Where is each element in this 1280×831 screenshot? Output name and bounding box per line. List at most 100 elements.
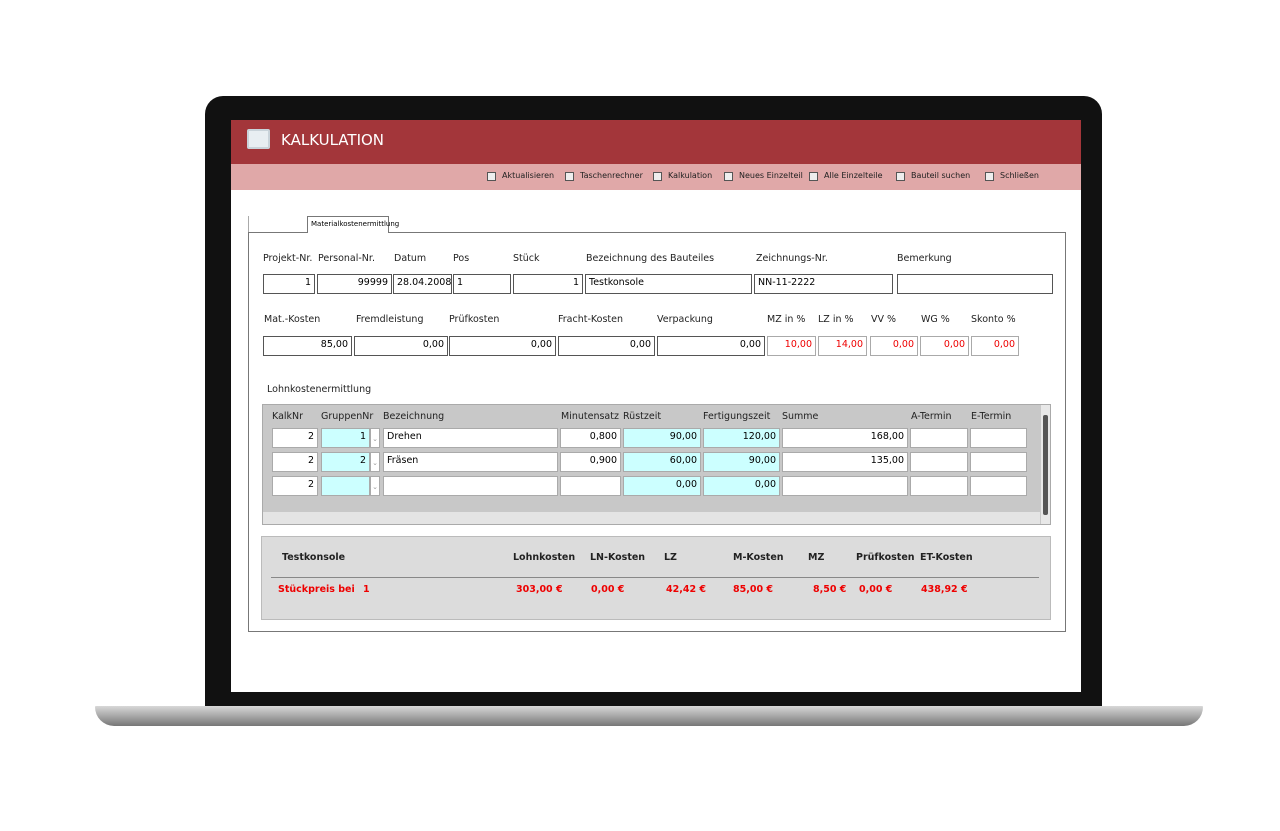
text-input[interactable]: 1 <box>453 274 511 294</box>
grid-cell[interactable]: 1 <box>321 428 370 448</box>
toolbar-button[interactable]: Kalkulation <box>668 171 713 180</box>
text-input[interactable]: Testkonsole <box>585 274 752 294</box>
grid-cell[interactable] <box>910 476 968 496</box>
number-input[interactable]: 0,00 <box>558 336 655 356</box>
grid-cell[interactable]: 120,00 <box>703 428 780 448</box>
grid-cell[interactable]: 60,00 <box>623 452 701 472</box>
field-label: Fracht-Kosten <box>558 314 624 325</box>
grid-cell[interactable] <box>910 452 968 472</box>
grid-cell[interactable] <box>383 476 558 496</box>
number-input[interactable]: 0,00 <box>870 336 918 356</box>
number-input[interactable]: 0,00 <box>971 336 1019 356</box>
column-header: A-Termin <box>911 411 952 422</box>
text-input[interactable] <box>897 274 1053 294</box>
toolbar-button[interactable]: Schließen <box>1000 171 1039 180</box>
number-input[interactable]: 85,00 <box>263 336 352 356</box>
grid-cell[interactable]: 2 <box>272 428 318 448</box>
field-label: Prüfkosten <box>449 314 500 325</box>
column-header: Summe <box>782 411 819 422</box>
text-input[interactable]: 1 <box>263 274 315 294</box>
grid-cell[interactable] <box>910 428 968 448</box>
grid-cell[interactable] <box>970 476 1027 496</box>
grid-cell[interactable]: 0,900 <box>560 452 621 472</box>
toolbar-button[interactable]: Neues Einzelteil <box>739 171 803 180</box>
field-label: Verpackung <box>657 314 713 325</box>
title-bar <box>231 120 1081 164</box>
toolbar-icon <box>487 172 496 181</box>
toolbar-button[interactable]: Bauteil suchen <box>911 171 971 180</box>
field-label: Projekt-Nr. <box>263 253 313 264</box>
summary-header: ET-Kosten <box>920 552 973 563</box>
toolbar-button[interactable]: Aktualisieren <box>502 171 555 180</box>
text-input[interactable]: NN-11-2222 <box>754 274 893 294</box>
dropdown-arrow[interactable]: ⌄ <box>370 452 380 472</box>
dropdown-arrow[interactable]: ⌄ <box>370 428 380 448</box>
grid-cell[interactable]: 90,00 <box>623 428 701 448</box>
number-input[interactable]: 0,00 <box>657 336 765 356</box>
text-input[interactable]: 28.04.2008 <box>393 274 452 294</box>
dropdown-arrow[interactable]: ⌄ <box>370 476 380 496</box>
grid-cell[interactable]: 0,800 <box>560 428 621 448</box>
field-label: VV % <box>871 314 897 325</box>
field-label: Zeichnungs-Nr. <box>756 253 828 264</box>
toolbar-icon <box>896 172 905 181</box>
summary-value: 85,00 € <box>733 584 773 595</box>
summary-value: 438,92 € <box>921 584 968 595</box>
field-label: Pos <box>453 253 470 264</box>
section-label: Lohnkostenermittlung <box>267 384 372 395</box>
field-label: WG % <box>921 314 950 325</box>
panel <box>248 232 1066 632</box>
window-title: KALKULATION <box>281 131 385 149</box>
grid-cell[interactable] <box>782 476 908 496</box>
toolbar-button[interactable]: Taschenrechner <box>580 171 643 180</box>
summary-value: 0,00 € <box>859 584 893 595</box>
grid-cell[interactable] <box>970 452 1027 472</box>
number-input[interactable]: 0,00 <box>920 336 969 356</box>
grid-cell[interactable]: 135,00 <box>782 452 908 472</box>
field-label: Personal-Nr. <box>318 253 375 264</box>
quantity: 1 <box>363 584 370 595</box>
grid-cell[interactable]: 168,00 <box>782 428 908 448</box>
summary-header: Lohnkosten <box>513 552 576 563</box>
tab[interactable]: Materialkostenermittlung <box>307 216 399 233</box>
scroll-thumb[interactable] <box>1043 415 1048 515</box>
grid-cell[interactable]: 90,00 <box>703 452 780 472</box>
column-header: Bezeichnung <box>383 411 445 422</box>
column-header: KalkNr <box>272 411 304 422</box>
grid-cell[interactable]: 2 <box>272 476 318 496</box>
price-label: Stückpreis bei <box>278 584 355 595</box>
field-label: Bezeichnung des Bauteiles <box>586 253 715 264</box>
summary-box <box>261 536 1051 620</box>
column-header: Minutensatz <box>561 411 619 422</box>
field-label: Mat.-Kosten <box>264 314 321 325</box>
tab-line <box>248 216 249 232</box>
summary-header: LZ <box>664 552 677 563</box>
grid-cell[interactable]: 2 <box>321 452 370 472</box>
grid-cell[interactable]: 0,00 <box>623 476 701 496</box>
column-header: GruppenNr <box>321 411 374 422</box>
grid-cell[interactable] <box>321 476 370 496</box>
toolbar-button[interactable]: Alle Einzelteile <box>824 171 883 180</box>
field-label: MZ in % <box>767 314 806 325</box>
text-input[interactable]: 99999 <box>317 274 392 294</box>
number-input[interactable]: 0,00 <box>449 336 556 356</box>
number-input[interactable]: 0,00 <box>354 336 448 356</box>
grid-cell[interactable]: 2 <box>272 452 318 472</box>
summary-header: M-Kosten <box>733 552 784 563</box>
toolbar-icon <box>809 172 818 181</box>
toolbar-icon <box>985 172 994 181</box>
number-input[interactable]: 14,00 <box>818 336 867 356</box>
text-input[interactable]: 1 <box>513 274 583 294</box>
grid-cell[interactable]: Fräsen <box>383 452 558 472</box>
summary-value: 42,42 € <box>666 584 706 595</box>
field-label: Fremdleistung <box>356 314 424 325</box>
grid-cell[interactable]: 0,00 <box>703 476 780 496</box>
number-input[interactable]: 10,00 <box>767 336 816 356</box>
column-header: E-Termin <box>971 411 1012 422</box>
summary-value: 0,00 € <box>591 584 625 595</box>
grid-cell[interactable]: Drehen <box>383 428 558 448</box>
grid-cell[interactable] <box>560 476 621 496</box>
grid-cell[interactable] <box>970 428 1027 448</box>
column-header: Rüstzeit <box>623 411 662 422</box>
